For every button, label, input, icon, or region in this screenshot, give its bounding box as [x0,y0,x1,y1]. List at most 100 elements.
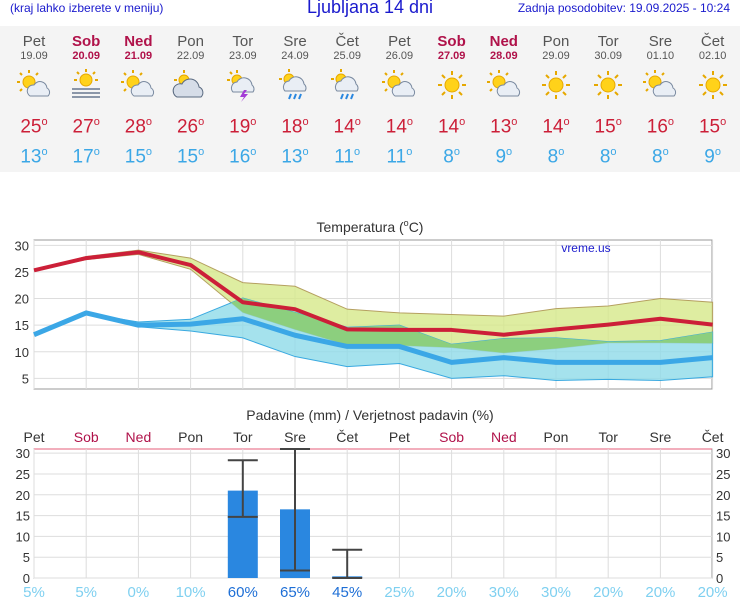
partly-cloudy-icon [643,70,677,97]
day-label: Pet [23,429,44,445]
forecast-day: Čet 02.10 15o 9o [687,26,739,169]
y-tick-label: 25 [15,265,29,280]
forecast-day: Čet 25.09 14o 11o [321,26,373,169]
min-temperature: 8o [443,146,460,168]
min-temperature: 17o [72,146,100,168]
y-tick-label: 30 [15,238,29,253]
day-label: Ned [491,429,517,445]
day-label: Sre [284,429,306,445]
top-bar: (kraj lahko izberete v meniju) Ljubljana… [0,0,740,24]
max-temperature: 14o [333,116,361,138]
partly-cloudy-icon [382,70,416,97]
day-name: Ned [489,33,518,50]
sunny-icon [698,71,727,99]
y-tick-label-right: 10 [716,529,730,544]
min-temperature: 8o [547,146,565,168]
min-temperature: 8o [599,146,617,168]
max-temperature: 13o [490,116,518,138]
y-tick-label-right: 15 [716,509,730,524]
rain-icon [331,69,359,100]
precip-probability: 60% [228,584,258,600]
partly-cloudy-icon [121,70,155,97]
y-tick-label: 20 [15,292,29,307]
day-label: Tor [598,429,618,445]
max-temperature: 14o [437,116,466,138]
max-temperature: 19o [229,116,257,138]
tmin-line [33,310,713,365]
rain-icon [279,69,307,100]
precip-probability: 0% [128,584,150,600]
y-tick-label-right: 30 [716,446,730,461]
y-tick-label: 20 [16,488,30,503]
chart-title: Temperatura (oC) [317,218,424,235]
day-name: Ned [124,33,153,50]
forecast-day: Sre 01.10 16o 8o [634,26,686,169]
max-temperature: 15o [698,116,727,138]
min-temperature: 16o [229,146,257,168]
day-date: 30.09 [594,50,622,62]
y-tick-label: 5 [23,550,30,565]
day-name: Tor [597,33,619,50]
forecast-day: Tor 23.09 19o 16o [217,26,269,169]
last-updated: Zadnja posodobitev: 19.09.2025 - 10:24 [517,1,730,15]
max-temperature: 14o [542,116,570,138]
menu-note: (kraj lahko izberete v meniju) [10,1,164,15]
precip-probability: 5% [75,584,97,600]
y-tick-label-right: 20 [716,488,730,503]
page-title: Ljubljana 14 dni [306,0,434,17]
forecast-day: Sob 27.09 14o 8o [426,26,478,169]
y-tick-label: 25 [16,467,30,482]
precip-probability: 65% [280,584,310,600]
sunny-icon [594,71,623,99]
day-date: 02.10 [698,50,727,62]
precip-probability: 20% [645,584,675,600]
precip-probability: 25% [384,584,414,600]
day-name: Pon [177,33,204,50]
min-temperature: 15o [124,146,153,168]
y-tick-label: 10 [15,345,29,360]
day-date: 27.09 [437,50,466,62]
mostly-cloudy-icon [172,70,203,98]
precip-probability: 5% [23,584,45,600]
day-name: Sob [437,33,466,50]
forecast-day: Pon 22.09 26o 15o [165,26,217,169]
day-label: Tor [233,429,253,445]
min-temperature: 11o [334,146,361,168]
day-label: Sob [74,429,99,445]
y-tick-label: 15 [15,318,29,333]
daily-forecast-strip: Pet 19.09 25o 13o Sob 20.09 27o 17o Ned 21.09 28o 1… [0,26,740,172]
day-name: Čet [700,33,725,50]
day-date: 29.09 [542,50,570,62]
min-temperature: 13o [20,146,48,168]
min-temperature: 8o [652,146,669,168]
day-label: Sob [439,429,464,445]
day-label: Čet [702,429,724,445]
y-tick-label: 0 [23,571,30,586]
forecast-day: Sre 24.09 18o 13o [269,26,321,169]
day-name: Tor [232,33,254,50]
forecast-day: Pet 26.09 14o 11o [373,26,425,169]
y-tick-label-right: 5 [716,550,723,565]
forecast-day: Pet 19.09 25o 13o [8,26,60,169]
day-name: Pet [388,33,411,50]
precip-probability: 20% [593,584,623,600]
day-label: Čet [336,429,358,445]
partly-cloudy-icon [17,70,51,97]
day-name: Sre [648,33,673,50]
day-name: Sob [72,33,101,50]
min-temperature: 9o [704,146,721,168]
y-tick-label-right: 25 [716,467,730,482]
day-label: Pon [178,429,203,445]
forecast-day: Pon 29.09 14o 8o [530,26,582,169]
temperature-chart: Temperatura (oC) 5 10 15 20 25 30 vreme.us [15,218,714,390]
day-name: Pet [22,33,46,50]
chart-title: Padavine (mm) / Verjetnost padavin (%) [246,407,493,423]
max-temperature: 14o [385,116,414,138]
y-tick-label: 10 [16,529,30,544]
forecast-day: Sob 20.09 27o 17o [60,26,112,169]
sunny-icon [437,71,466,99]
day-date: 24.09 [281,50,309,62]
sunny-icon [542,71,570,99]
day-date: 19.09 [20,50,48,62]
day-name: Pon [542,33,570,50]
